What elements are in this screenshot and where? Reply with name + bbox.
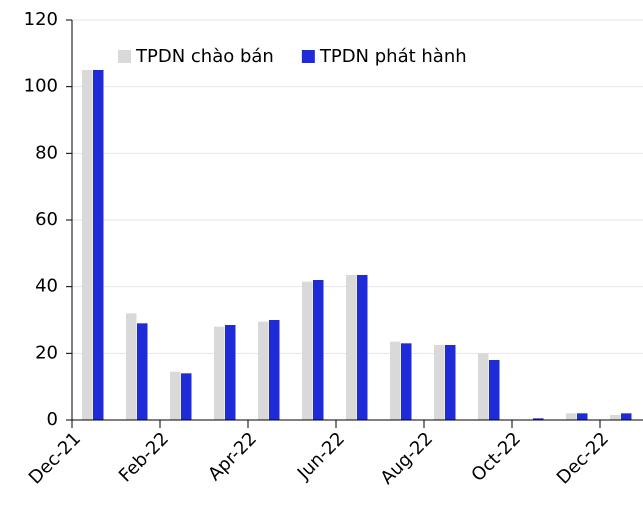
x-tick-label: Apr-22 — [204, 428, 261, 485]
legend-swatch — [118, 50, 131, 63]
y-tick-label: 80 — [35, 142, 58, 163]
bar — [621, 413, 632, 420]
bar — [126, 313, 137, 420]
x-tick-label: Feb-22 — [115, 428, 173, 486]
bar — [137, 323, 148, 420]
bar — [401, 343, 412, 420]
bar — [313, 280, 324, 420]
y-tick-label: 60 — [35, 209, 58, 230]
bar — [258, 321, 269, 420]
bar — [82, 70, 93, 420]
bar — [434, 345, 445, 420]
x-tick-label: Dec-22 — [553, 428, 613, 488]
bar — [214, 326, 225, 420]
bar — [577, 413, 588, 420]
bar — [302, 281, 313, 420]
bar — [390, 341, 401, 420]
bar — [445, 345, 456, 420]
bar — [533, 418, 544, 420]
legend-label: TPDN chào bán — [135, 46, 274, 67]
y-tick-label: 100 — [24, 76, 58, 97]
x-tick-label: Oct-22 — [467, 428, 525, 486]
y-tick-label: 40 — [35, 276, 58, 297]
x-tick-label: Aug-22 — [377, 428, 437, 488]
x-tick-label: Jun-22 — [293, 428, 349, 484]
y-tick-label: 120 — [24, 9, 58, 30]
x-tick-label: Dec-21 — [25, 428, 85, 488]
y-tick-label: 0 — [47, 409, 58, 430]
bar — [181, 373, 192, 420]
bar — [225, 325, 236, 420]
legend-label: TPDN phát hành — [319, 46, 467, 67]
legend-swatch — [301, 50, 315, 63]
bar — [566, 413, 577, 420]
bar — [93, 70, 104, 420]
bar — [478, 353, 489, 420]
bar — [269, 320, 280, 420]
bar — [610, 415, 621, 420]
bar — [170, 371, 181, 420]
bar — [346, 275, 357, 420]
y-tick-label: 20 — [35, 342, 58, 363]
bar — [489, 360, 500, 420]
bar — [357, 275, 368, 420]
